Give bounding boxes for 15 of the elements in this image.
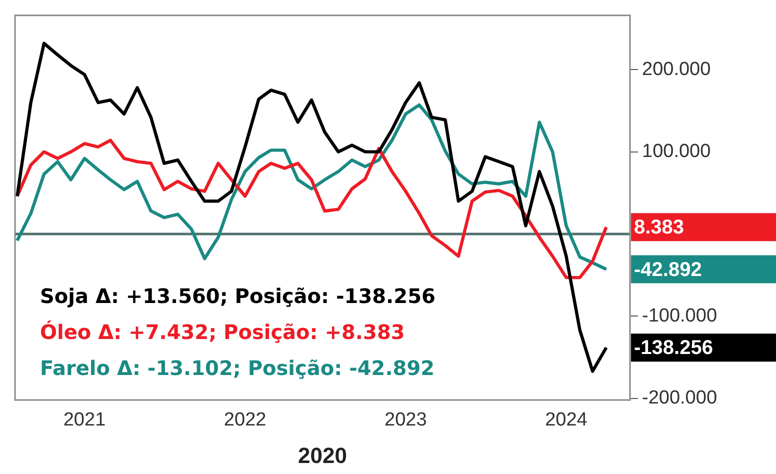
x-axis-title: 2020	[298, 442, 347, 468]
data-label: 8.383	[634, 216, 684, 239]
y-tick-label: -200.000	[642, 388, 718, 409]
y-tick-label: -100.000	[642, 305, 718, 326]
y-tick-label: 100.000	[642, 141, 711, 162]
data-label: -138.256	[634, 337, 713, 360]
x-tick-label: 2021	[63, 410, 106, 431]
text: Óleo Δ: +7.432; Posição: +8.383	[40, 320, 405, 344]
x-tick-label: 2022	[224, 410, 266, 431]
text: Soja Δ: +13.560; Posição: -138.256	[40, 284, 436, 308]
data-label: -42.892	[634, 258, 702, 281]
x-tick-label: 2024	[545, 410, 588, 431]
x-tick-label: 2023	[384, 410, 427, 431]
y-tick-label: 200.000	[642, 58, 711, 80]
text: Farelo Δ: -13.102; Posição: -42.892	[40, 356, 435, 380]
